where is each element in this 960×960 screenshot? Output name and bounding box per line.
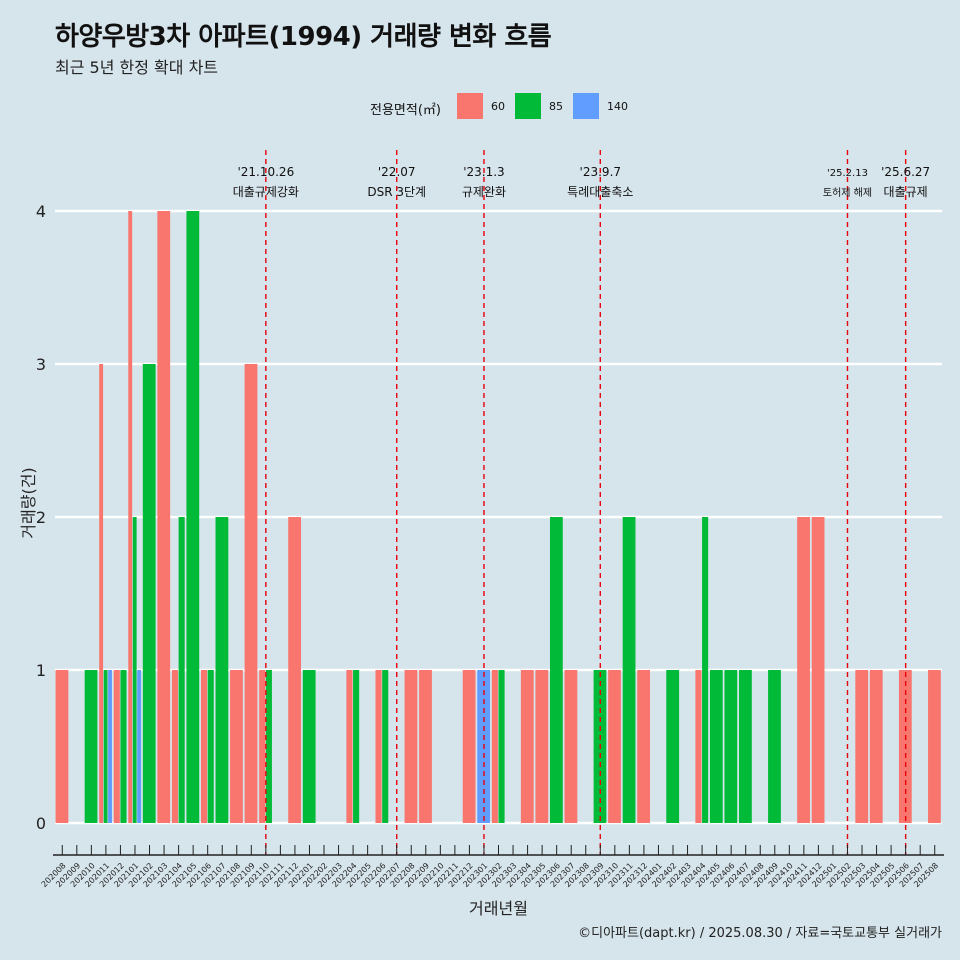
bar-85-202206: [382, 670, 389, 823]
bar-85-202012: [120, 670, 127, 823]
y-tick-label: 1: [36, 661, 46, 680]
bar-85-202102: [142, 364, 156, 823]
event-name-label: DSR 3단계: [367, 185, 426, 199]
bar-60-202504: [869, 670, 883, 823]
event-name-label: 대출규제강화: [233, 185, 299, 199]
bar-60-202212: [462, 670, 476, 823]
bar-60-202412: [811, 517, 825, 823]
bar-85-202204: [353, 670, 360, 823]
x-axis-title: 거래년월: [469, 899, 528, 918]
bar-60-202411: [797, 517, 810, 823]
bar-60-202104: [171, 670, 178, 823]
bar-140-202011: [108, 670, 112, 823]
bar-85-202010: [84, 670, 98, 823]
bar-85-202409: [768, 670, 781, 823]
bar-85-202106: [207, 670, 214, 823]
bar-60-202302: [491, 670, 498, 823]
bar-85-202311: [622, 517, 636, 823]
event-name-label: 특례대출축소: [567, 185, 633, 199]
chart-subtitle: 최근 5년 한정 확대 차트: [55, 58, 219, 77]
bar-60-202209: [419, 670, 432, 823]
bar-60-202103: [157, 211, 171, 823]
bar-60-202305: [535, 670, 549, 823]
source-caption: ©디아파트(dapt.kr) / 2025.08.30 / 자료=국토교통부 실…: [578, 926, 942, 941]
bar-85-202105: [186, 211, 200, 823]
event-date-label: '22.07: [378, 165, 416, 179]
bar-60-202404: [695, 670, 702, 823]
y-tick-label: 2: [36, 508, 46, 527]
bar-60-202307: [564, 670, 578, 823]
bar-60-202108: [230, 670, 243, 823]
event-name-label: 대출규제: [884, 185, 928, 199]
bar-85-202405: [709, 670, 723, 823]
legend-key-60: [457, 93, 483, 119]
legend-label-85: 85: [549, 100, 563, 113]
bar-85-202306: [549, 517, 563, 823]
event-date-label: '25.6.27: [881, 165, 930, 179]
bar-85-202011: [103, 670, 108, 823]
bar-60-202310: [608, 670, 621, 823]
bar-85-202407: [739, 670, 752, 823]
bar-85-202107: [215, 517, 229, 823]
bar-85-202201: [302, 670, 316, 823]
bar-60-202101: [128, 211, 133, 823]
bar-85-202402: [666, 670, 680, 823]
bar-60-202304: [520, 670, 534, 823]
legend-key-85: [515, 93, 541, 119]
event-name-label: 토허제 해제: [823, 186, 872, 199]
legend-label-140: 140: [607, 100, 628, 113]
bar-85-202110: [265, 670, 272, 823]
chart-title: 하양우방3차 아파트(1994) 거래량 변화 흐름: [55, 22, 552, 52]
bar-60-202109: [244, 364, 258, 823]
y-tick-label: 0: [36, 814, 46, 833]
bar-85-202104: [178, 517, 185, 823]
event-date-label: '25.2.13: [827, 168, 868, 179]
legend-label-60: 60: [491, 100, 505, 113]
bar-60-202112: [288, 517, 302, 823]
bar-60-202106: [200, 670, 208, 823]
bar-85-202404: [702, 517, 709, 823]
bar-85-202101: [132, 517, 137, 823]
legend: 전용면적(㎡) 60 85 140: [0, 92, 960, 122]
bar-60-202503: [855, 670, 869, 823]
bar-85-202406: [724, 670, 738, 823]
bar-60-202110: [259, 670, 266, 823]
bar-85-202302: [498, 670, 505, 823]
event-date-label: '23.9.7: [580, 165, 621, 179]
legend-key-140: [573, 93, 599, 119]
bar-60-202208: [404, 670, 418, 823]
y-tick-label: 3: [36, 355, 46, 374]
bar-60-202204: [346, 670, 353, 823]
bar-60-202012: [113, 670, 120, 823]
y-axis-title: 거래량(건): [19, 467, 38, 538]
bar-60-202011: [99, 364, 104, 823]
bar-60-202312: [637, 670, 650, 823]
bar-140-202101: [137, 670, 142, 823]
y-tick-label: 4: [36, 202, 46, 221]
event-name-label: 규제완화: [462, 185, 506, 199]
legend-title: 전용면적(㎡): [370, 103, 441, 118]
bar-60-202008: [55, 670, 69, 823]
event-date-label: '23.1.3: [463, 165, 504, 179]
bar-60-202206: [375, 670, 382, 823]
bar-60-202508: [928, 670, 941, 823]
event-date-label: '21.10.26: [237, 165, 294, 179]
